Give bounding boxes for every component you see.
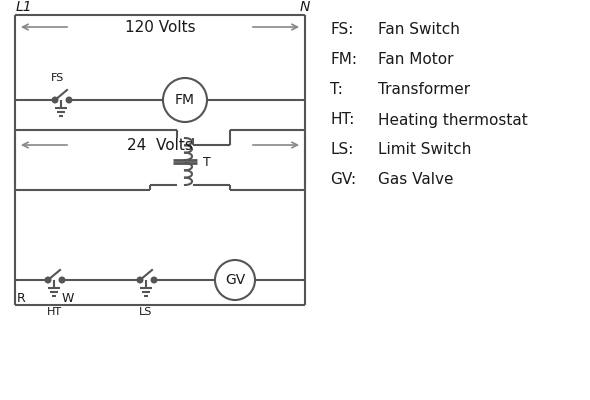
- Text: HT:: HT:: [330, 112, 355, 128]
- Text: HT: HT: [47, 307, 61, 317]
- Text: FS: FS: [50, 73, 64, 83]
- Text: Fan Motor: Fan Motor: [378, 52, 454, 68]
- Text: Fan Switch: Fan Switch: [378, 22, 460, 38]
- Circle shape: [52, 97, 58, 103]
- Text: FM:: FM:: [330, 52, 357, 68]
- Circle shape: [151, 277, 157, 283]
- Text: N: N: [300, 0, 310, 14]
- Text: R: R: [17, 292, 26, 304]
- Circle shape: [66, 97, 72, 103]
- Text: LS:: LS:: [330, 142, 353, 158]
- Text: T: T: [203, 156, 211, 168]
- Text: Heating thermostat: Heating thermostat: [378, 112, 527, 128]
- Text: Gas Valve: Gas Valve: [378, 172, 454, 188]
- Text: GV:: GV:: [330, 172, 356, 188]
- Text: Transformer: Transformer: [378, 82, 470, 98]
- Text: LS: LS: [139, 307, 153, 317]
- Text: T:: T:: [330, 82, 343, 98]
- Text: W: W: [62, 292, 74, 304]
- Circle shape: [59, 277, 65, 283]
- Text: FS:: FS:: [330, 22, 353, 38]
- Text: GV: GV: [225, 273, 245, 287]
- Text: FM: FM: [175, 93, 195, 107]
- Text: Limit Switch: Limit Switch: [378, 142, 471, 158]
- Text: 120 Volts: 120 Volts: [124, 20, 195, 34]
- Text: 24  Volts: 24 Volts: [127, 138, 193, 152]
- Circle shape: [45, 277, 51, 283]
- Text: L1: L1: [16, 0, 32, 14]
- Circle shape: [137, 277, 143, 283]
